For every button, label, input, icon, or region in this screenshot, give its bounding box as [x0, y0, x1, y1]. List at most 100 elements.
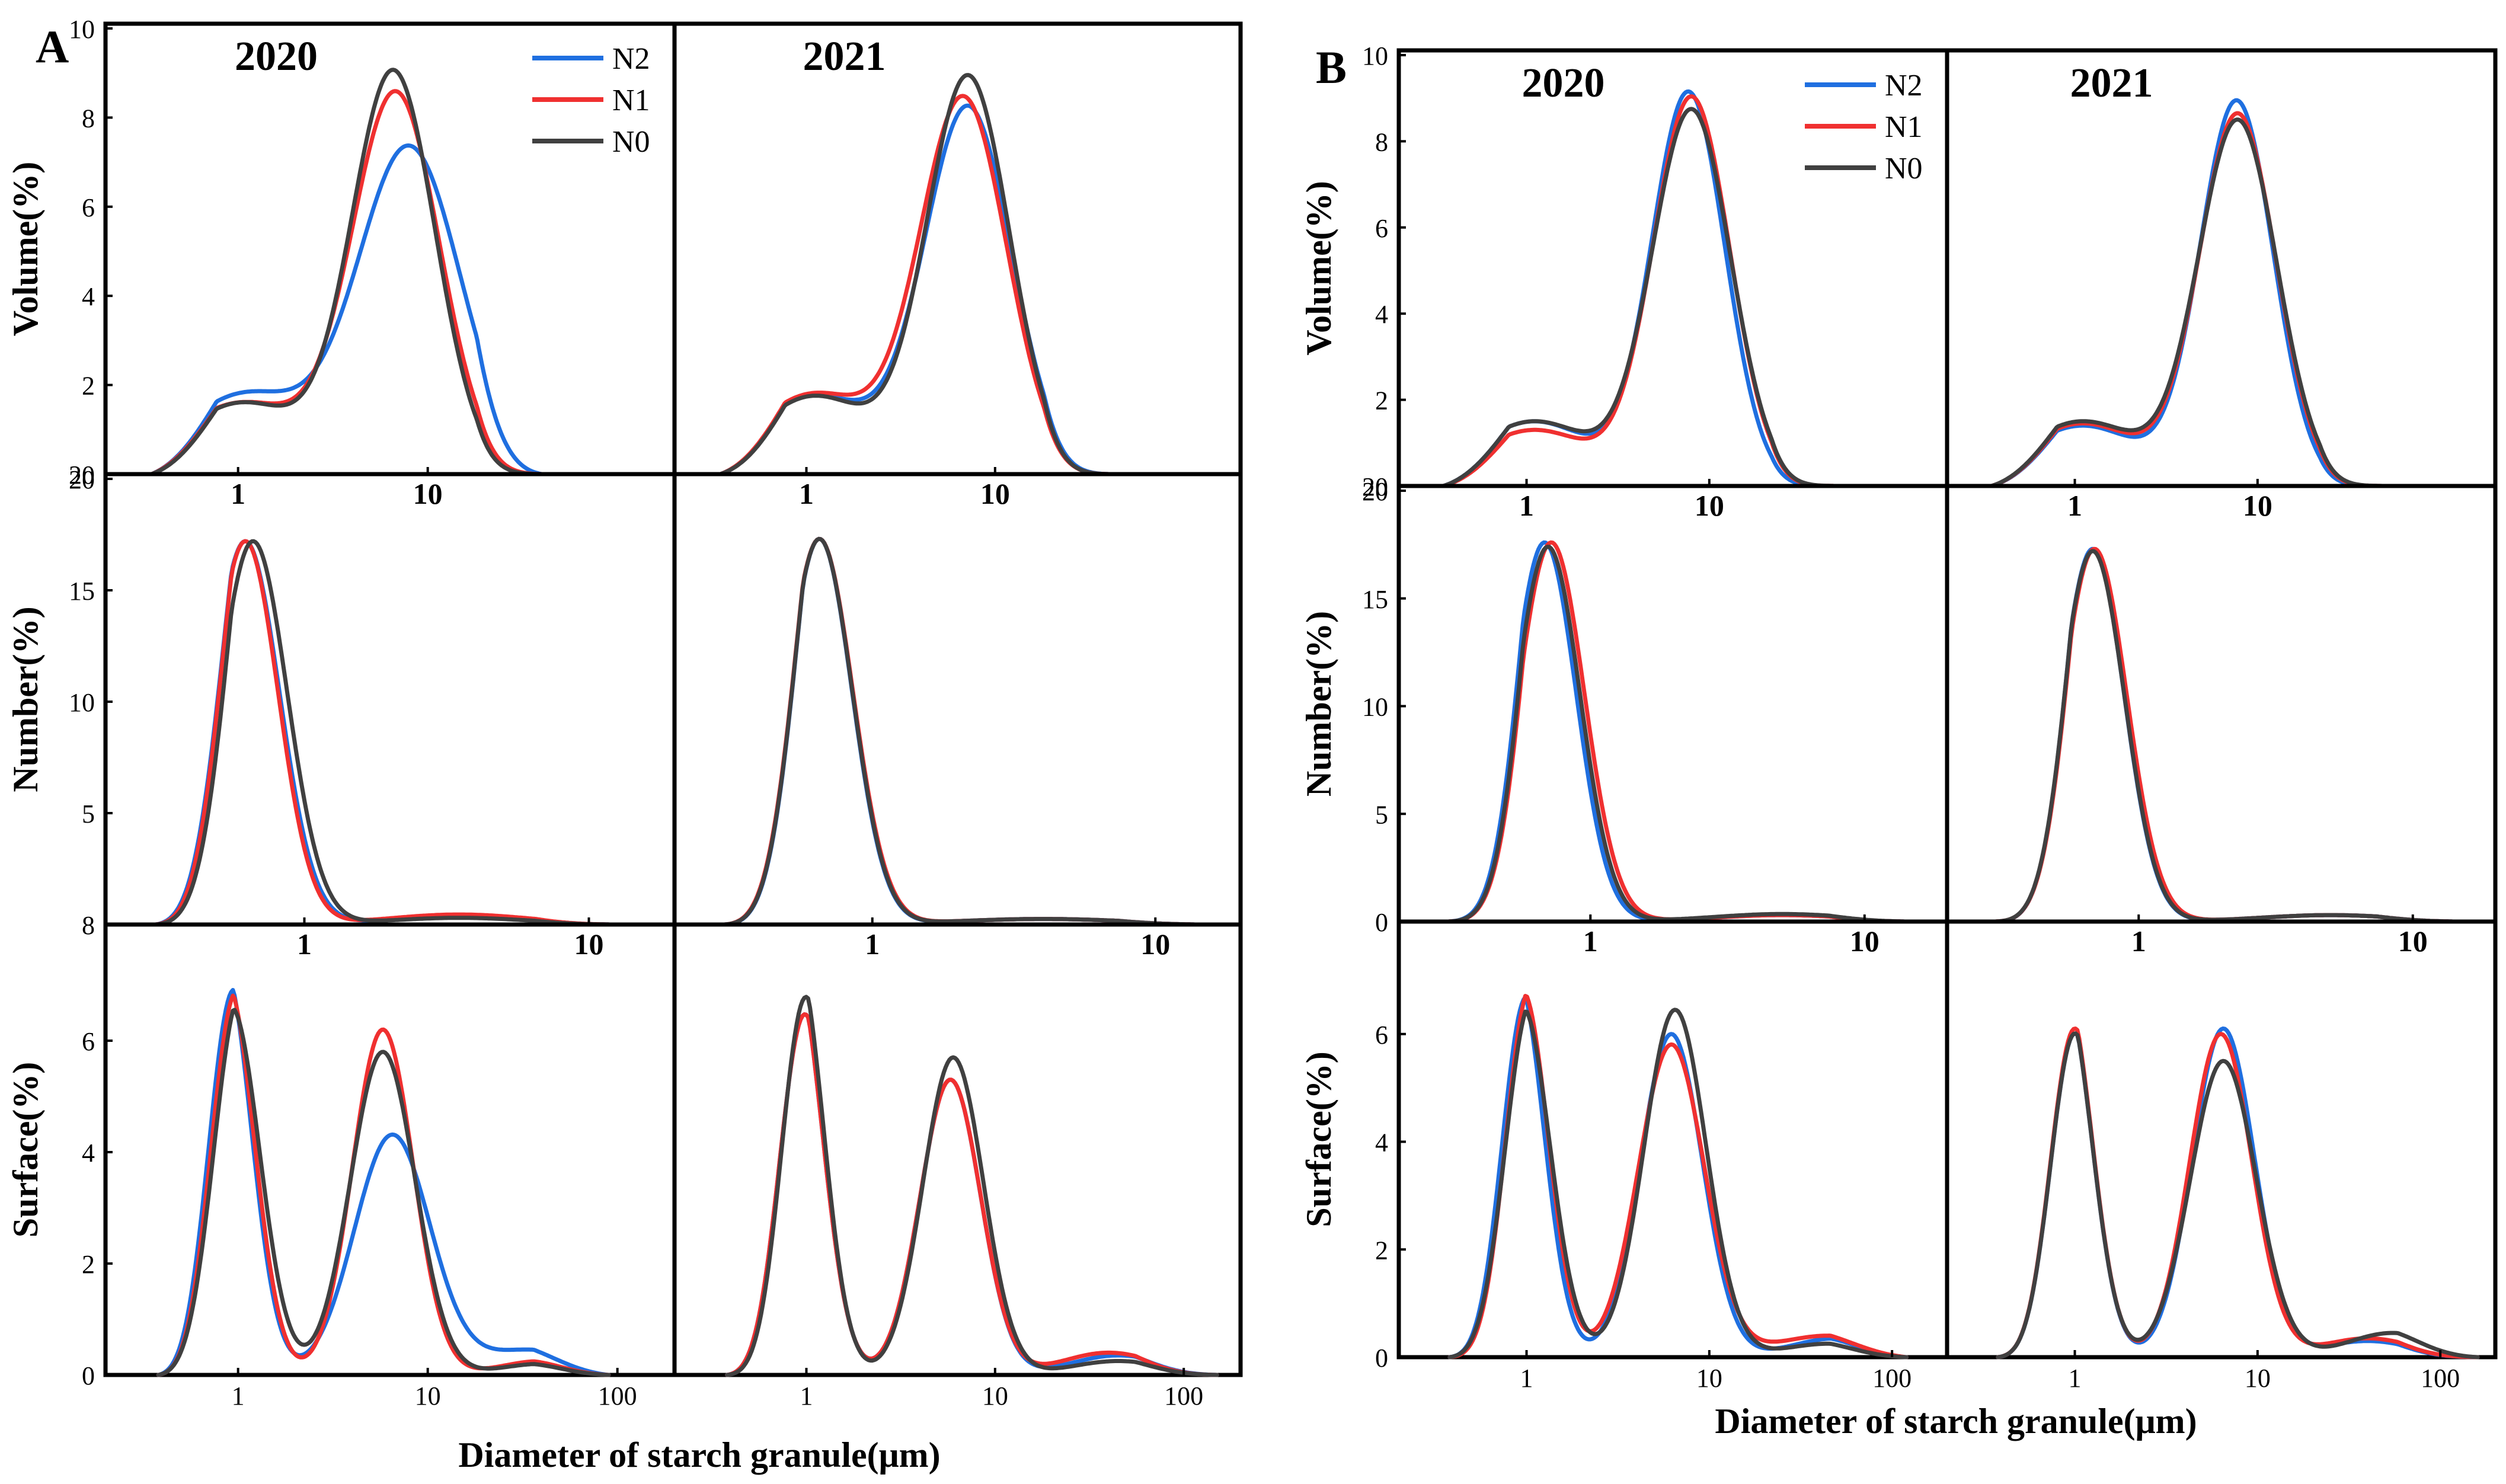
y-axis-label: Volume(%) — [1299, 181, 1338, 355]
y-tick-label: 2 — [82, 1250, 95, 1279]
subplot-title: 2020 — [1522, 60, 1605, 106]
y-axis-label: Number(%) — [1299, 611, 1338, 797]
series-line-n2 — [1989, 98, 2387, 488]
y-tick-label: 8 — [82, 104, 95, 133]
series-line-n0 — [1989, 117, 2387, 488]
x-tick-label: 10 — [415, 1381, 441, 1411]
x-tick-label: 10 — [1695, 489, 1724, 522]
series-line-n0 — [725, 994, 1219, 1377]
x-tick-label: 10 — [413, 477, 443, 510]
x-tick-label: 1 — [231, 477, 245, 510]
panel-b: B — [1316, 41, 1347, 93]
legend-label-n2: N2 — [1885, 69, 1923, 103]
subplot-b-2021-9: 1 10 — [1945, 484, 2498, 958]
subplot-b-2020-8: 1 10 0 5 10 15 20 Number(%) — [1299, 477, 1949, 958]
subplot-a-2020-4: 1 10 100 0 2 4 6 Surface(%) — [6, 922, 677, 1411]
x-tick-label: 1 — [297, 928, 312, 961]
subplot-b-2020-10: 1 10 100 0 2 4 6 Surface(%) — [1299, 919, 1949, 1393]
subplot-frame — [1396, 484, 1949, 924]
series-line-n1 — [1996, 1026, 2480, 1360]
y-tick-label: 10 — [69, 15, 95, 44]
series-line-n1 — [156, 993, 611, 1377]
series-line-n0 — [1444, 545, 1907, 924]
subplot-b-2021-11: 1 10 100 — [1945, 919, 2498, 1393]
y-tick-label: 4 — [82, 282, 95, 311]
subplot-a-2020-0: 1 10 20 2 4 6 8 10 Volume(%) 2020 N2 N1 N0 — [6, 15, 677, 510]
subplot-frame — [1396, 919, 1949, 1360]
series-line-n2 — [154, 539, 613, 927]
y-tick-label: 0 — [1375, 1344, 1388, 1373]
legend-label-n1: N1 — [612, 84, 650, 117]
x-tick-label: 10 — [1850, 925, 1880, 958]
subplot-frame — [672, 472, 1243, 927]
series-line-n0 — [718, 73, 1111, 476]
subplot-frame — [1945, 48, 2498, 488]
y-tick-label: 6 — [1375, 214, 1388, 243]
series-line-n1 — [722, 536, 1199, 927]
series-line-n2 — [725, 1012, 1219, 1377]
subplot-title: 2021 — [2070, 60, 2153, 106]
series-line-n0 — [156, 1008, 611, 1377]
series-line-n1 — [1447, 994, 1909, 1360]
x-tick-label: 10 — [980, 477, 1010, 510]
x-tick-label: 1 — [1520, 1364, 1533, 1393]
x-axis-label-a: Diameter of starch granule(μm) — [458, 1435, 940, 1475]
subplot-a-2021-1: 1 10 2021 — [672, 21, 1243, 510]
subplot-frame — [1945, 919, 2498, 1360]
subplot-title: 2021 — [803, 34, 886, 79]
panel-b-letter: B — [1316, 41, 1347, 93]
y-tick-label: 20 — [1362, 477, 1388, 506]
x-tick-label: 10 — [2398, 925, 2428, 958]
x-tick-label: 100 — [598, 1381, 637, 1411]
y-tick-label: 20 — [69, 460, 95, 490]
y-tick-label: 0 — [82, 1361, 95, 1390]
series-line-n0 — [1993, 549, 2455, 924]
series-line-n1 — [154, 539, 613, 927]
y-tick-label: 2 — [1375, 386, 1388, 415]
y-tick-label: 4 — [1375, 1128, 1388, 1157]
series-line-n2 — [156, 988, 611, 1377]
y-tick-label: 6 — [82, 193, 95, 222]
x-tick-label: 100 — [1872, 1364, 1912, 1393]
subplot-b-2020-6: 1 10 20 2 4 6 8 10 Volume(%) 2020 N2 N1 N0 — [1299, 41, 1949, 522]
series-line-n2 — [722, 536, 1199, 927]
series-line-n0 — [1996, 1031, 2480, 1360]
legend-label-n0: N0 — [1885, 152, 1923, 186]
series-line-n0 — [154, 539, 613, 927]
series-line-n1 — [725, 1012, 1219, 1377]
subplot-title: 2020 — [235, 34, 318, 79]
y-tick-label: 10 — [69, 688, 95, 717]
series-line-n0 — [1447, 1008, 1909, 1360]
subplot-a-2021-5: 1 10 100 — [672, 922, 1243, 1411]
y-tick-label: 5 — [82, 799, 95, 829]
subplot-a-2020-2: 1 10 8 5 10 15 20 Number(%) — [6, 465, 677, 961]
y-tick-label: 10 — [1362, 693, 1388, 722]
y-tick-label: 8 — [1375, 127, 1388, 156]
x-tick-label: 1 — [2131, 925, 2146, 958]
y-tick-label: 2 — [82, 372, 95, 401]
x-tick-label: 10 — [1140, 928, 1170, 961]
series-line-n1 — [1441, 94, 1839, 488]
y-tick-label: 4 — [82, 1138, 95, 1168]
series-line-n0 — [722, 536, 1199, 927]
x-tick-label: 100 — [2421, 1364, 2460, 1393]
x-tick-label: 1 — [2067, 489, 2082, 522]
y-tick-label: 6 — [1375, 1021, 1388, 1050]
subplot-b-2021-7: 1 10 2021 — [1945, 48, 2498, 522]
series-line-n0 — [1441, 107, 1839, 488]
y-tick-label: 5 — [1375, 800, 1388, 829]
x-tick-label: 1 — [2069, 1364, 2082, 1393]
subplot-frame — [672, 922, 1243, 1377]
x-tick-label: 1 — [232, 1381, 245, 1411]
panel-a-letter: A — [36, 21, 69, 72]
x-tick-label: 10 — [2245, 1364, 2271, 1393]
legend-label-n1: N1 — [1885, 110, 1923, 144]
y-tick-label: 2 — [1375, 1236, 1388, 1265]
x-tick-label: 10 — [982, 1381, 1008, 1411]
x-tick-label: 100 — [1164, 1381, 1203, 1411]
x-tick-label: 1 — [1583, 925, 1598, 958]
y-axis-label: Surface(%) — [1299, 1051, 1338, 1227]
panel-a: A — [36, 21, 69, 72]
